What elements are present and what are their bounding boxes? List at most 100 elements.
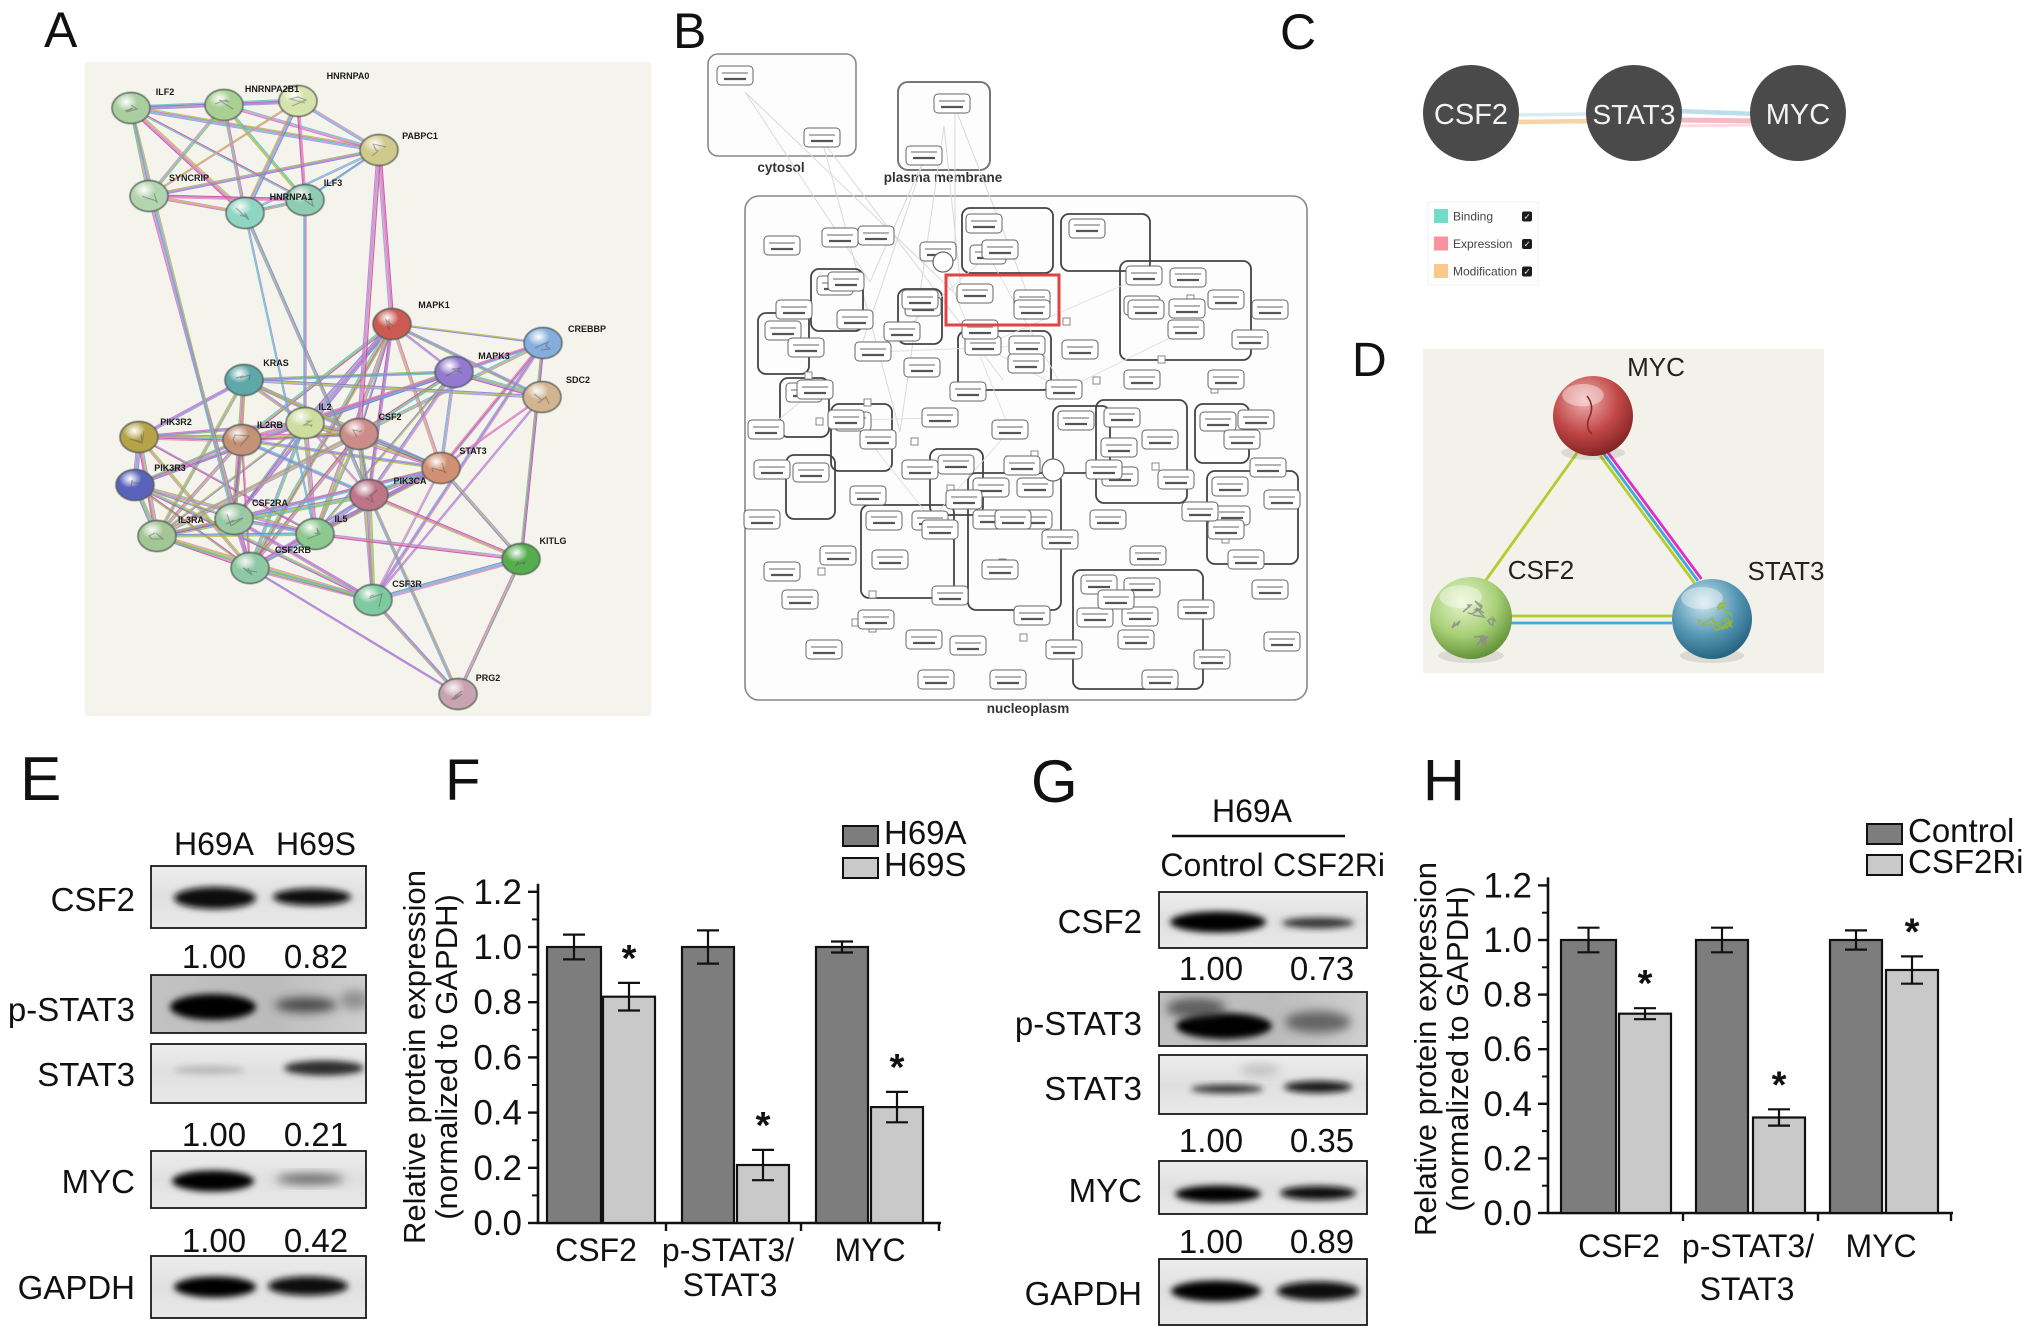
- svg-text:0.4: 0.4: [473, 1094, 522, 1133]
- svg-text:ILF2: ILF2: [156, 87, 175, 97]
- svg-text:(normalized to GAPDH): (normalized to GAPDH): [429, 894, 464, 1220]
- svg-text:PIK3CA: PIK3CA: [393, 476, 427, 486]
- svg-text:A: A: [44, 2, 78, 58]
- svg-text:STAT3: STAT3: [1747, 556, 1824, 586]
- svg-text:CSF2: CSF2: [1508, 555, 1574, 585]
- svg-text:✓: ✓: [1523, 267, 1530, 277]
- svg-text:MYC: MYC: [1627, 352, 1685, 382]
- svg-text:(normalized to GAPDH): (normalized to GAPDH): [1440, 886, 1475, 1212]
- svg-text:IL2RB: IL2RB: [257, 420, 284, 430]
- svg-text:CSF3R: CSF3R: [392, 579, 422, 589]
- svg-text:D: D: [1352, 334, 1387, 387]
- svg-text:Control: Control: [1160, 847, 1263, 883]
- svg-text:*: *: [622, 938, 637, 980]
- svg-text:0.82: 0.82: [284, 938, 348, 975]
- svg-text:0.0: 0.0: [473, 1204, 522, 1243]
- svg-text:0.42: 0.42: [284, 1222, 348, 1259]
- svg-text:0.8: 0.8: [1483, 976, 1532, 1015]
- svg-text:CSF2RB: CSF2RB: [275, 545, 312, 555]
- svg-text:Relative protein expression: Relative protein expression: [397, 870, 432, 1244]
- svg-text:CSF2: CSF2: [51, 881, 135, 918]
- svg-text:GAPDH: GAPDH: [1025, 1275, 1142, 1312]
- svg-text:✓: ✓: [1523, 212, 1530, 222]
- svg-text:MYC: MYC: [1845, 1228, 1916, 1264]
- svg-text:STAT3: STAT3: [683, 1267, 778, 1303]
- svg-text:0.2: 0.2: [1483, 1139, 1532, 1178]
- svg-text:p-STAT3: p-STAT3: [1015, 1005, 1142, 1042]
- svg-text:1.2: 1.2: [1483, 866, 1532, 905]
- svg-text:CSF2: CSF2: [1434, 99, 1508, 131]
- svg-text:MAPK3: MAPK3: [478, 351, 510, 361]
- svg-text:1.00: 1.00: [182, 938, 246, 975]
- svg-text:HNRNPA0: HNRNPA0: [327, 71, 370, 81]
- svg-text:CSF2RA: CSF2RA: [252, 498, 289, 508]
- svg-text:PIK3R2: PIK3R2: [160, 417, 192, 427]
- svg-text:H69A: H69A: [1212, 793, 1293, 829]
- svg-text:0.35: 0.35: [1290, 1122, 1354, 1159]
- svg-text:1.00: 1.00: [1179, 1223, 1243, 1260]
- svg-text:SYNCRIP: SYNCRIP: [169, 173, 209, 183]
- svg-text:STAT3: STAT3: [1700, 1271, 1795, 1307]
- svg-text:1.00: 1.00: [1179, 1122, 1243, 1159]
- svg-text:0.6: 0.6: [473, 1038, 522, 1077]
- svg-text:1.00: 1.00: [182, 1116, 246, 1153]
- svg-text:0.21: 0.21: [284, 1116, 348, 1153]
- svg-text:Modification: Modification: [1453, 265, 1517, 279]
- svg-text:*: *: [890, 1047, 905, 1089]
- svg-text:HNRNPA1: HNRNPA1: [270, 192, 313, 202]
- svg-text:CSF2: CSF2: [378, 412, 401, 422]
- svg-text:nucleoplasm: nucleoplasm: [987, 701, 1070, 716]
- svg-text:1.0: 1.0: [1483, 921, 1532, 960]
- svg-text:SDC2: SDC2: [566, 375, 590, 385]
- svg-text:GAPDH: GAPDH: [18, 1269, 135, 1306]
- svg-text:0.6: 0.6: [1483, 1030, 1532, 1069]
- svg-text:0.89: 0.89: [1290, 1223, 1354, 1260]
- svg-text:Relative protein expression: Relative protein expression: [1408, 862, 1443, 1236]
- svg-text:MYC: MYC: [834, 1232, 905, 1268]
- svg-text:CSF2Ri: CSF2Ri: [1273, 847, 1385, 883]
- svg-text:KRAS: KRAS: [263, 358, 289, 368]
- svg-text:p-STAT3: p-STAT3: [8, 991, 135, 1028]
- svg-text:MYC: MYC: [1766, 99, 1830, 131]
- svg-text:MYC: MYC: [1069, 1172, 1142, 1209]
- svg-text:H69S: H69S: [884, 846, 967, 883]
- svg-text:IL3RA: IL3RA: [178, 515, 205, 525]
- svg-text:*: *: [756, 1105, 771, 1147]
- svg-text:0.0: 0.0: [1483, 1194, 1532, 1233]
- svg-text:STAT3: STAT3: [1593, 99, 1676, 130]
- svg-text:Control: Control: [1908, 812, 2014, 849]
- svg-text:Expression: Expression: [1453, 237, 1512, 251]
- svg-text:CSF2Ri: CSF2Ri: [1908, 843, 2024, 880]
- svg-text:1.2: 1.2: [473, 873, 522, 912]
- svg-text:1.0: 1.0: [473, 928, 522, 967]
- svg-text:HNRNPA2B1: HNRNPA2B1: [245, 84, 299, 94]
- svg-text:0.2: 0.2: [473, 1149, 522, 1188]
- svg-text:✓: ✓: [1523, 239, 1530, 249]
- svg-text:cytosol: cytosol: [757, 160, 804, 175]
- svg-text:STAT3: STAT3: [1044, 1070, 1142, 1107]
- svg-text:F: F: [445, 748, 480, 813]
- svg-text:E: E: [20, 745, 61, 814]
- svg-text:plasma membrane: plasma membrane: [884, 170, 1003, 185]
- svg-text:H69A: H69A: [174, 826, 255, 862]
- svg-text:STAT3: STAT3: [459, 446, 486, 456]
- svg-text:0.4: 0.4: [1483, 1085, 1532, 1124]
- svg-text:H69S: H69S: [276, 826, 356, 862]
- svg-text:p-STAT3/: p-STAT3/: [1682, 1228, 1814, 1264]
- svg-text:B: B: [673, 3, 706, 59]
- svg-text:H69A: H69A: [884, 814, 967, 851]
- svg-text:1.00: 1.00: [1179, 950, 1243, 987]
- svg-text:*: *: [1638, 963, 1653, 1005]
- svg-text:G: G: [1031, 748, 1078, 815]
- svg-text:Binding: Binding: [1453, 210, 1493, 224]
- svg-text:ILF3: ILF3: [324, 178, 343, 188]
- svg-text:CSF2: CSF2: [555, 1232, 637, 1268]
- svg-text:*: *: [1772, 1064, 1787, 1106]
- svg-text:CREBBP: CREBBP: [568, 324, 606, 334]
- svg-text:IL5: IL5: [334, 514, 347, 524]
- svg-text:CSF2: CSF2: [1578, 1228, 1660, 1264]
- svg-text:STAT3: STAT3: [37, 1056, 135, 1093]
- svg-text:1.00: 1.00: [182, 1222, 246, 1259]
- svg-text:H: H: [1423, 748, 1465, 813]
- svg-text:0.8: 0.8: [473, 983, 522, 1022]
